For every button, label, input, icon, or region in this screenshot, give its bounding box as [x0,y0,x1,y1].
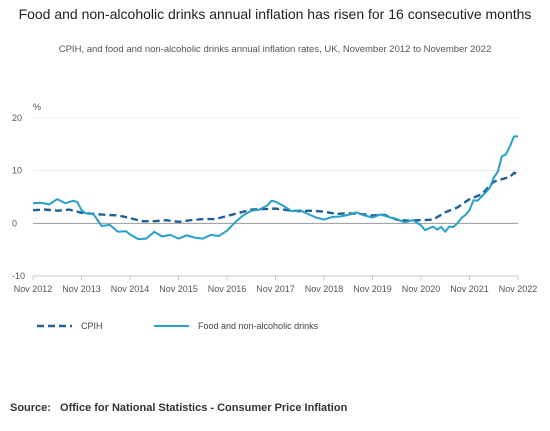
chart-title: Food and non-alcoholic drinks annual inf… [18,6,532,22]
source-text: Office for National Statistics - Consume… [60,402,348,414]
source-note: Source: Office for National Statistics -… [10,402,347,414]
grid-layer [33,117,518,277]
x-tick-label: Nov 2016 [208,284,247,294]
x-tick-label: Nov 2021 [450,284,489,294]
x-tick-label: Nov 2017 [256,284,295,294]
x-tick-label: Nov 2012 [14,284,53,294]
legend-label-cpih: CPIH [81,321,103,331]
chart-subtitle: CPIH, and food and non-alcoholic drinks … [58,44,492,55]
x-tick-label: Nov 2018 [305,284,344,294]
x-tick-label: Nov 2020 [402,284,441,294]
x-tick-label: Nov 2013 [62,284,101,294]
y-tick-label: 10 [12,166,22,176]
legend-label-food: Food and non-alcoholic drinks [198,321,319,331]
food-series-line [32,135,518,241]
cpih-series-line [32,171,519,223]
series-layer [32,135,519,241]
y-axis-unit: % [33,102,41,112]
line-chart: % 20 10 0 -10 Nov 2012 Nov 2013 Nov 2014 Nov 201… [12,102,537,331]
y-tick-label: 20 [12,113,22,123]
legend: CPIH Food and non-alcoholic drinks [37,321,319,331]
y-tick-label: -10 [12,271,25,281]
x-tick-label: Nov 2015 [159,284,198,294]
y-tick-label: 0 [12,218,17,228]
x-tick-label: Nov 2019 [353,284,392,294]
x-tick-label: Nov 2014 [111,284,150,294]
x-tick-label: Nov 2022 [499,284,538,294]
axis-layer: % 20 10 0 -10 Nov 2012 Nov 2013 Nov 2014 Nov 201… [12,102,537,294]
source-label: Source: [10,402,51,414]
